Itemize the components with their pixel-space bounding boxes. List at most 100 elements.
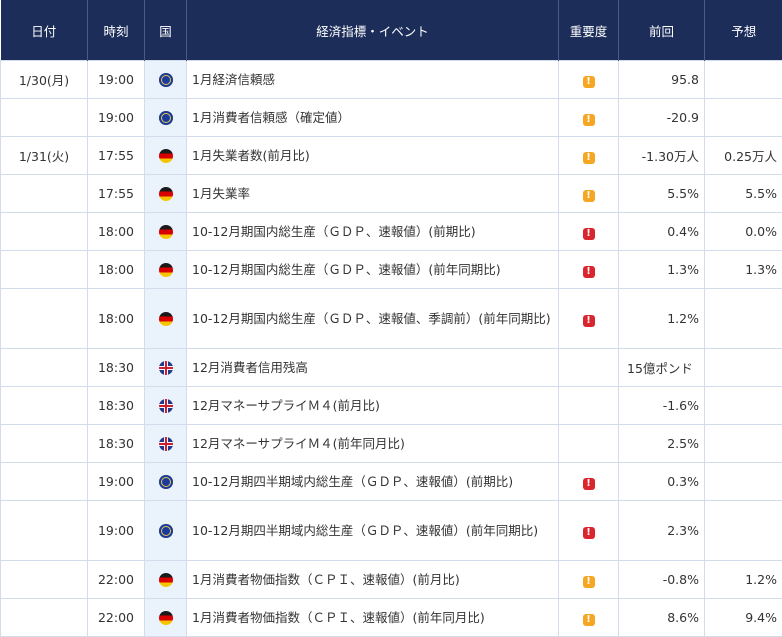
table-row: 18:00 10-12月期国内総生産（ＧＤＰ、速報値）(前期比) ! 0.4% … — [1, 213, 782, 251]
row-date — [1, 561, 88, 599]
row-date — [1, 289, 88, 349]
row-event[interactable]: 1月消費者物価指数（ＣＰＩ、速報値）(前年同月比) — [187, 599, 559, 637]
row-time: 17:55 — [88, 137, 145, 175]
header-date: 日付 — [1, 0, 88, 61]
table-row: 19:00 10-12月期四半期域内総生産（ＧＤＰ、速報値）(前年同期比) ! … — [1, 501, 782, 561]
importance-mid-icon: ! — [583, 76, 595, 88]
row-previous: -0.8% — [619, 561, 705, 599]
row-forecast: 1.3% — [705, 251, 782, 289]
eu-flag-icon — [159, 73, 173, 87]
table-row: 18:00 10-12月期国内総生産（ＧＤＰ、速報値）(前年同期比) ! 1.3… — [1, 251, 782, 289]
table-row: 18:30 12月マネーサプライＭ４(前月比) -1.6% — [1, 387, 782, 425]
row-time: 22:00 — [88, 561, 145, 599]
row-forecast — [705, 501, 782, 561]
row-event[interactable]: 1月消費者信頼感（確定値） — [187, 99, 559, 137]
row-event[interactable]: 10-12月期国内総生産（ＧＤＰ、速報値）(前期比) — [187, 213, 559, 251]
row-time: 19:00 — [88, 99, 145, 137]
row-forecast: 0.25万人 — [705, 137, 782, 175]
importance-high-icon: ! — [583, 266, 595, 278]
row-date — [1, 599, 88, 637]
row-date — [1, 501, 88, 561]
importance-high-icon: ! — [583, 315, 595, 327]
table-row: 18:30 12月消費者信用残高 15億ポンド — [1, 349, 782, 387]
germany-flag-icon — [159, 573, 173, 587]
importance-high-icon: ! — [583, 478, 595, 490]
row-previous: 15億ポンド — [619, 349, 705, 387]
germany-flag-icon — [159, 611, 173, 625]
row-forecast — [705, 463, 782, 501]
table-row: 18:30 12月マネーサプライＭ４(前年同月比) 2.5% — [1, 425, 782, 463]
row-event[interactable]: 1月経済信頼感 — [187, 61, 559, 99]
row-date: 1/31(火) — [1, 137, 88, 175]
eu-flag-icon — [159, 111, 173, 125]
uk-flag-icon — [159, 399, 173, 413]
row-event[interactable]: 12月マネーサプライＭ４(前月比) — [187, 387, 559, 425]
germany-flag-icon — [159, 149, 173, 163]
row-forecast: 9.4% — [705, 599, 782, 637]
row-previous: -1.6% — [619, 387, 705, 425]
table-row: 22:00 1月消費者物価指数（ＣＰＩ、速報値）(前月比) ! -0.8% 1.… — [1, 561, 782, 599]
row-time: 18:30 — [88, 387, 145, 425]
germany-flag-icon — [159, 187, 173, 201]
row-event[interactable]: 12月消費者信用残高 — [187, 349, 559, 387]
importance-mid-icon: ! — [583, 114, 595, 126]
row-event[interactable]: 12月マネーサプライＭ４(前年同月比) — [187, 425, 559, 463]
table-row: 18:00 10-12月期国内総生産（ＧＤＰ、速報値、季調前）(前年同期比) !… — [1, 289, 782, 349]
table-row: 19:00 1月消費者信頼感（確定値） ! -20.9 — [1, 99, 782, 137]
importance-mid-icon: ! — [583, 190, 595, 202]
eu-flag-icon — [159, 524, 173, 538]
row-time: 22:00 — [88, 599, 145, 637]
row-previous: 8.6% — [619, 599, 705, 637]
row-previous: 0.3% — [619, 463, 705, 501]
row-forecast: 5.5% — [705, 175, 782, 213]
row-forecast — [705, 289, 782, 349]
header-previous: 前回 — [619, 0, 705, 61]
row-forecast — [705, 61, 782, 99]
row-date — [1, 213, 88, 251]
row-previous: 0.4% — [619, 213, 705, 251]
table-row: 1/31(火) 17:55 1月失業者数(前月比) ! -1.30万人 0.25… — [1, 137, 782, 175]
table-header-row: 日付 時刻 国 経済指標・イベント 重要度 前回 予想 — [1, 0, 782, 61]
row-event[interactable]: 1月失業率 — [187, 175, 559, 213]
row-time: 19:00 — [88, 463, 145, 501]
row-date — [1, 425, 88, 463]
row-event[interactable]: 10-12月期四半期域内総生産（ＧＤＰ、速報値）(前年同期比) — [187, 501, 559, 561]
row-time: 19:00 — [88, 501, 145, 561]
row-forecast: 1.2% — [705, 561, 782, 599]
row-date — [1, 251, 88, 289]
importance-high-icon: ! — [583, 527, 595, 539]
eu-flag-icon — [159, 475, 173, 489]
row-date — [1, 463, 88, 501]
row-forecast — [705, 387, 782, 425]
importance-mid-icon: ! — [583, 614, 595, 626]
row-time: 19:00 — [88, 61, 145, 99]
germany-flag-icon — [159, 225, 173, 239]
row-previous: 2.5% — [619, 425, 705, 463]
germany-flag-icon — [159, 312, 173, 326]
uk-flag-icon — [159, 437, 173, 451]
row-time: 18:30 — [88, 425, 145, 463]
row-event[interactable]: 1月失業者数(前月比) — [187, 137, 559, 175]
row-event[interactable]: 10-12月期国内総生産（ＧＤＰ、速報値）(前年同期比) — [187, 251, 559, 289]
row-event[interactable]: 10-12月期国内総生産（ＧＤＰ、速報値、季調前）(前年同期比) — [187, 289, 559, 349]
header-forecast: 予想 — [705, 0, 782, 61]
row-forecast: 0.0% — [705, 213, 782, 251]
row-time: 18:00 — [88, 251, 145, 289]
header-event: 経済指標・イベント — [187, 0, 559, 61]
row-time: 18:00 — [88, 213, 145, 251]
header-country: 国 — [145, 0, 187, 61]
importance-mid-icon: ! — [583, 152, 595, 164]
table-row: 1/30(月) 19:00 1月経済信頼感 ! 95.8 — [1, 61, 782, 99]
row-previous: 5.5% — [619, 175, 705, 213]
row-previous: 2.3% — [619, 501, 705, 561]
importance-mid-icon: ! — [583, 576, 595, 588]
row-event[interactable]: 1月消費者物価指数（ＣＰＩ、速報値）(前月比) — [187, 561, 559, 599]
row-previous: 1.3% — [619, 251, 705, 289]
row-event[interactable]: 10-12月期四半期域内総生産（ＧＤＰ、速報値）(前期比) — [187, 463, 559, 501]
row-date — [1, 387, 88, 425]
row-forecast — [705, 425, 782, 463]
row-date — [1, 349, 88, 387]
table-row: 22:00 1月消費者物価指数（ＣＰＩ、速報値）(前年同月比) ! 8.6% 9… — [1, 599, 782, 637]
row-forecast — [705, 349, 782, 387]
